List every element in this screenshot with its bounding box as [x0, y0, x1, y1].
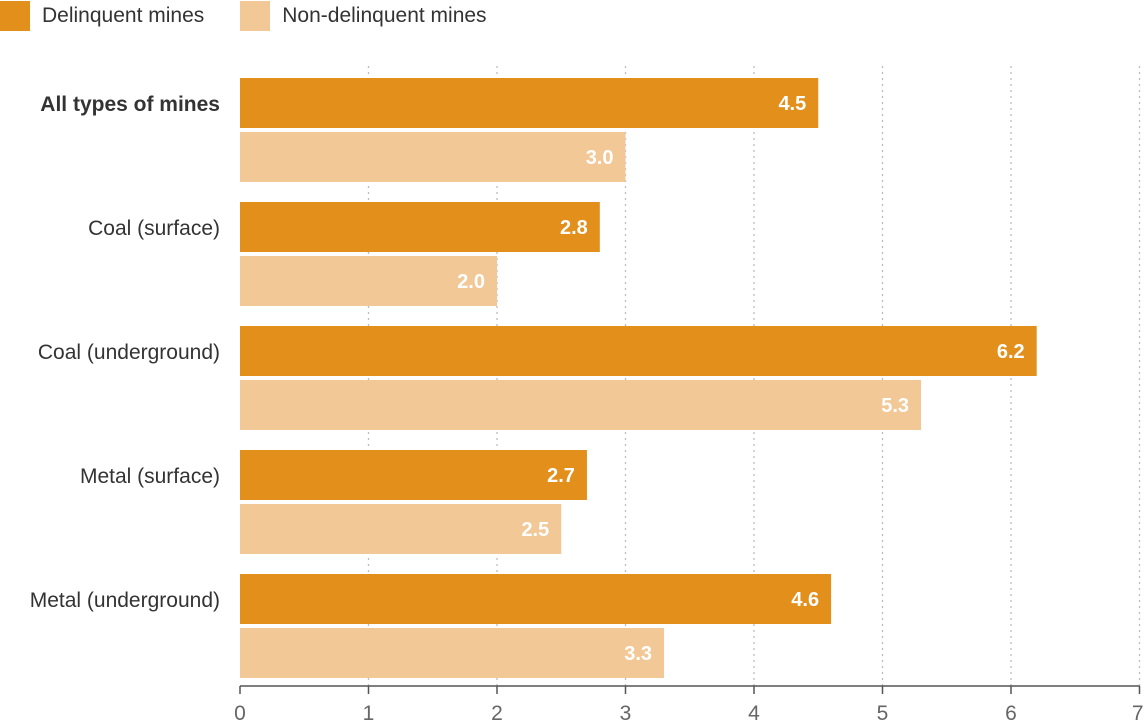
legend-label-delinquent: Delinquent mines [42, 4, 205, 27]
bar-value-label: 3.0 [586, 147, 614, 169]
x-tick-label: 0 [234, 702, 246, 725]
bar [240, 326, 1037, 376]
bar-value-label: 2.8 [560, 217, 588, 239]
category-label: Coal (surface) [88, 217, 220, 240]
legend-item-non-delinquent: Non-delinquent mines [240, 1, 487, 31]
category-label: Coal (underground) [38, 341, 220, 364]
bar [240, 380, 922, 430]
bar-value-label: 4.6 [791, 589, 819, 611]
x-tick-label: 7 [1132, 702, 1144, 725]
bar [240, 450, 587, 500]
x-tick-label: 3 [620, 702, 632, 725]
bar-value-label: 2.5 [521, 519, 549, 541]
bar [240, 574, 832, 624]
x-axis: 0 1 2 3 4 5 6 7 [234, 685, 1144, 725]
category-label: Metal (underground) [30, 589, 220, 612]
x-tick-label: 1 [363, 702, 375, 725]
bar [240, 628, 665, 678]
bar-value-label: 3.3 [624, 643, 652, 665]
category-label: Metal (surface) [80, 465, 220, 488]
category-label: All types of mines [40, 93, 220, 116]
legend: Delinquent mines Non-delinquent mines [0, 0, 523, 32]
bar-value-label: 6.2 [997, 341, 1025, 363]
bar [240, 256, 497, 306]
bars: 4.5 3.0 2.8 2.0 6.2 5.3 2.7 2.5 4.6 3.3 [240, 78, 1037, 678]
x-tick-label: 6 [1005, 702, 1017, 725]
bar-value-label: 4.5 [778, 93, 806, 115]
bar [240, 78, 819, 128]
x-tick-label: 4 [748, 702, 760, 725]
bar [240, 202, 600, 252]
x-tick-label: 5 [877, 702, 889, 725]
bar [240, 504, 562, 554]
bar-value-label: 2.7 [547, 465, 575, 487]
bar [240, 132, 626, 182]
bar-value-label: 5.3 [881, 395, 909, 417]
legend-label-non-delinquent: Non-delinquent mines [282, 4, 487, 27]
bar-value-label: 2.0 [457, 271, 485, 293]
category-labels: All types of mines Coal (surface) Coal (un… [30, 93, 220, 612]
legend-item-delinquent: Delinquent mines [0, 1, 204, 31]
legend-swatch-delinquent [0, 1, 30, 31]
legend-swatch-non-delinquent [240, 1, 271, 31]
x-tick-label: 2 [491, 702, 503, 725]
